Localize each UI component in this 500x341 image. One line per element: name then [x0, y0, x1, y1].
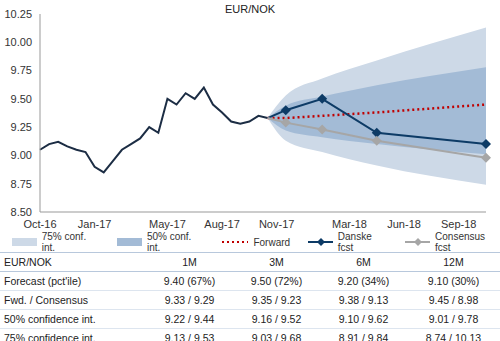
- svg-text:10.25: 10.25: [8, 8, 32, 20]
- svg-text:9.50: 9.50: [11, 93, 32, 105]
- html-text:75% conf. int.: 75% conf. int.: [41, 231, 87, 253]
- html-text:9.10 / 9.62: 9.10 / 9.62: [338, 313, 389, 325]
- svg-text:Mar-18: Mar-18: [332, 218, 367, 230]
- svg-text:9.00: 9.00: [11, 149, 32, 161]
- svg-text:Nov-17: Nov-17: [259, 218, 294, 230]
- html-text:50% confidence int.: 50% confidence int.: [4, 313, 96, 325]
- html-text:9.33 / 9.29: 9.33 / 9.29: [164, 294, 215, 306]
- svg-text:8.50: 8.50: [11, 206, 32, 218]
- html-text:Forecast (pct'ile): Forecast (pct'ile): [4, 275, 82, 287]
- html-text:9.20 (34%): 9.20 (34%): [337, 275, 390, 287]
- svg-text:Jun-18: Jun-18: [387, 218, 421, 230]
- html-text:6M: 6M: [356, 256, 371, 268]
- svg-text:Sep-18: Sep-18: [441, 218, 476, 230]
- html-text:Forward: Forward: [253, 236, 291, 248]
- html-text:12M: 12M: [443, 256, 464, 268]
- html-text:50% conf. int.: 50% conf. int.: [146, 231, 192, 253]
- svg-text:May-17: May-17: [149, 218, 186, 230]
- html-text:9.01 / 9.78: 9.01 / 9.78: [428, 313, 479, 325]
- html-text:9.16 / 9.52: 9.16 / 9.52: [251, 313, 302, 325]
- html-text:EUR/NOK: EUR/NOK: [224, 3, 276, 15]
- svg-text:Jan-17: Jan-17: [78, 218, 112, 230]
- svg-text:10.00: 10.00: [8, 36, 32, 48]
- html-text:1M: 1M: [182, 256, 197, 268]
- svg-text:8.75: 8.75: [11, 178, 32, 190]
- html-text:9.40 (67%): 9.40 (67%): [163, 275, 216, 287]
- html-text:Danske fcst: Danske fcst: [337, 231, 372, 253]
- html-text:EUR/NOK: EUR/NOK: [4, 256, 52, 268]
- html-text:9.10 (30%): 9.10 (30%): [427, 275, 480, 287]
- html-text:3M: 3M: [269, 256, 284, 268]
- svg-text:Aug-17: Aug-17: [204, 218, 239, 230]
- html-text:9.22 / 9.44: 9.22 / 9.44: [164, 313, 215, 325]
- html-text:Consensus fcst: Consensus fcst: [435, 231, 486, 253]
- html-text:Fwd. / Consensus: Fwd. / Consensus: [4, 294, 88, 306]
- svg-text:Oct-16: Oct-16: [23, 218, 56, 230]
- html-text:9.50 (72%): 9.50 (72%): [250, 275, 303, 287]
- html-text:9.38 / 9.13: 9.38 / 9.13: [338, 294, 389, 306]
- svg-text:9.25: 9.25: [11, 121, 32, 133]
- svg-text:9.75: 9.75: [11, 64, 32, 76]
- html-text:9.35 / 9.23: 9.35 / 9.23: [251, 294, 302, 306]
- html-text:9.45 / 8.98: 9.45 / 8.98: [428, 294, 479, 306]
